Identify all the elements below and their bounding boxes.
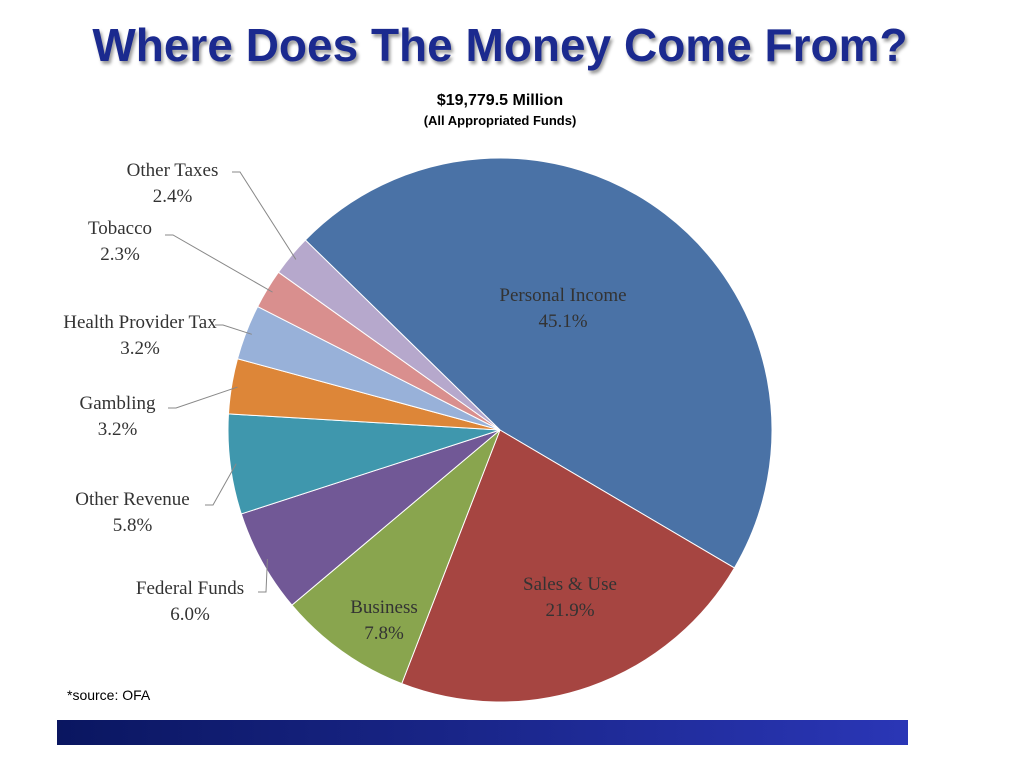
slice-label: Tobacco 2.3% [70,216,170,268]
pie [165,157,773,703]
leader-line [168,386,238,409]
pie-slice [277,239,501,431]
pie-slice [304,157,773,569]
subtitle: (All Appropriated Funds) [423,113,577,128]
slice-label: Sales & Use 21.9% [470,572,670,624]
pie-slice [401,429,736,703]
value-label: 2.3% [100,244,140,265]
slice-label: Health Provider Tax 3.2% [55,310,225,362]
slice-label: Other Revenue 5.8% [50,487,215,539]
leader-line [205,463,237,506]
value-label: 5.8% [112,515,153,536]
slice-label: Other Taxes 2.4% [105,158,240,210]
value-label: 6.0% [170,604,210,625]
leader-line [258,559,268,593]
category-label: Other Revenue [75,489,190,510]
category-label: Other Taxes [126,160,219,181]
category-label: Federal Funds [135,578,245,599]
value-label: 2.4% [152,186,193,207]
leader-line [232,171,297,260]
leader-line [215,324,252,335]
value-label: 3.2% [97,419,138,440]
slice-label: Gambling 3.2% [60,391,175,443]
subtitle: $19,779.5 Million [436,92,564,109]
category-label: Business [350,597,418,618]
slice-label: Business 7.8% [314,595,454,647]
category-label: Health Provider Tax [63,312,217,333]
category-label: Gambling [79,393,156,414]
source-note: *source: OFA [67,687,151,703]
slice-label: Federal Funds 6.0% [110,576,270,628]
leader-line [165,234,273,293]
value-label: 45.1% [538,311,588,332]
value-label: 21.9% [545,600,595,621]
value-label: 7.8% [364,623,404,644]
chart-title: Where Does The Money Come From? [92,19,908,71]
value-label: 3.2% [120,338,160,359]
footer-bar [57,720,908,745]
category-label: Sales & Use [523,574,617,595]
pie-slice [291,429,501,685]
category-label: Tobacco [87,218,153,239]
category-label: Personal Income [499,285,627,306]
slice-label: Personal Income 45.1% [463,283,663,335]
